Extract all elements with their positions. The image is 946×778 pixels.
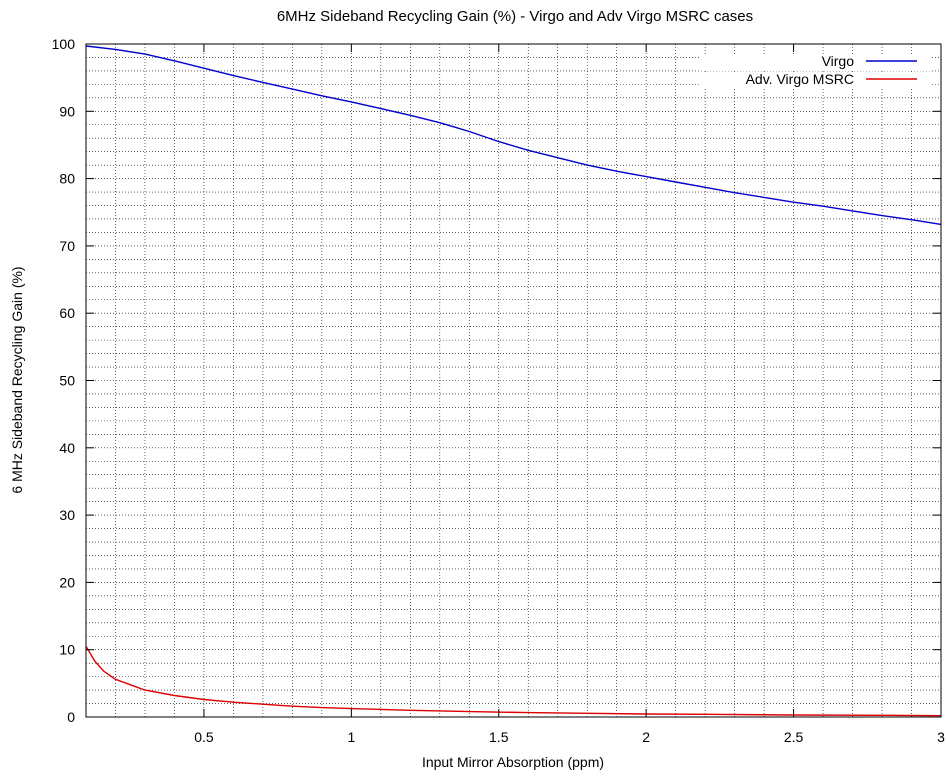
x-axis-label: Input Mirror Absorption (ppm) (422, 754, 604, 770)
y-tick-label: 30 (59, 507, 75, 523)
x-tick-label: 3 (937, 729, 945, 745)
y-tick-label: 70 (59, 238, 75, 254)
x-tick-label: 1 (347, 729, 355, 745)
y-tick-label: 100 (52, 36, 76, 52)
x-tick-label: 2 (642, 729, 650, 745)
y-tick-label: 20 (59, 574, 75, 590)
x-tick-label: 2.5 (784, 729, 804, 745)
y-tick-label: 0 (67, 709, 75, 725)
y-tick-label: 10 (59, 642, 75, 658)
y-tick-label: 50 (59, 373, 75, 389)
series-line-virgo (85, 45, 942, 226)
y-tick-label: 80 (59, 171, 75, 187)
grid (86, 44, 941, 717)
legend-background (700, 72, 932, 89)
legend: Virgo Adv. Virgo MSRC (700, 53, 932, 89)
y-tick-label: 40 (59, 440, 75, 456)
x-tick-label: 1.5 (489, 729, 509, 745)
y-tick-label: 90 (59, 103, 75, 119)
legend-label: Virgo (822, 53, 855, 69)
chart-title: 6MHz Sideband Recycling Gain (%) - Virgo… (277, 8, 753, 25)
legend-label: Adv. Virgo MSRC (746, 71, 854, 87)
x-tick-label: 0.5 (194, 729, 214, 745)
series-lines (85, 45, 942, 717)
legend-background (700, 54, 932, 71)
y-axis-label: 6 MHz Sideband Recycling Gain (%) (9, 266, 25, 493)
y-tick-label: 60 (59, 305, 75, 321)
series-line-adv-virgo-msrc (85, 645, 942, 717)
